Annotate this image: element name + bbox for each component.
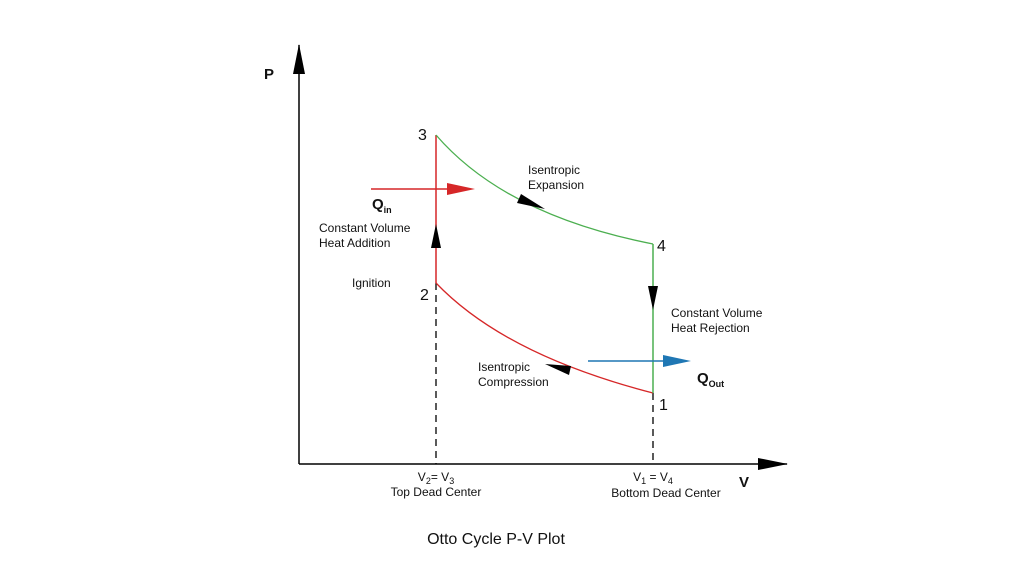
- direction-arrow: [431, 224, 441, 248]
- label: Ignition: [352, 276, 391, 290]
- point-label: 3: [418, 127, 427, 144]
- y-axis-label: P: [264, 66, 274, 83]
- y-arrowhead: [293, 44, 305, 74]
- heat-in-arrowhead: [447, 183, 475, 195]
- point-label: 2: [420, 287, 429, 304]
- heat-out-label: QOut: [697, 370, 724, 389]
- tdc-label: Top Dead Center: [391, 485, 482, 499]
- bdc-label: Bottom Dead Center: [611, 486, 720, 500]
- compression-curve: [435, 282, 654, 394]
- direction-arrow: [517, 194, 545, 209]
- point-label: 1: [659, 397, 668, 414]
- label: Constant Volume Heat Rejection: [671, 306, 763, 335]
- heat-in-label: Qin: [372, 196, 392, 215]
- point-label: 4: [657, 238, 666, 255]
- bdc-volume: V1 = V4: [633, 470, 673, 486]
- label: Constant Volume Heat Addition: [319, 221, 411, 250]
- label: Isentropic Compression: [478, 360, 549, 389]
- heat-out-arrowhead: [663, 355, 691, 367]
- x-arrowhead: [758, 458, 788, 470]
- label: Isentropic Expansion: [528, 163, 584, 192]
- title: Otto Cycle P-V Plot: [427, 531, 565, 548]
- tdc-volume: V2= V3: [418, 470, 454, 486]
- direction-arrow: [545, 364, 571, 375]
- x-axis-label: V: [739, 474, 749, 491]
- direction-arrow: [648, 286, 658, 310]
